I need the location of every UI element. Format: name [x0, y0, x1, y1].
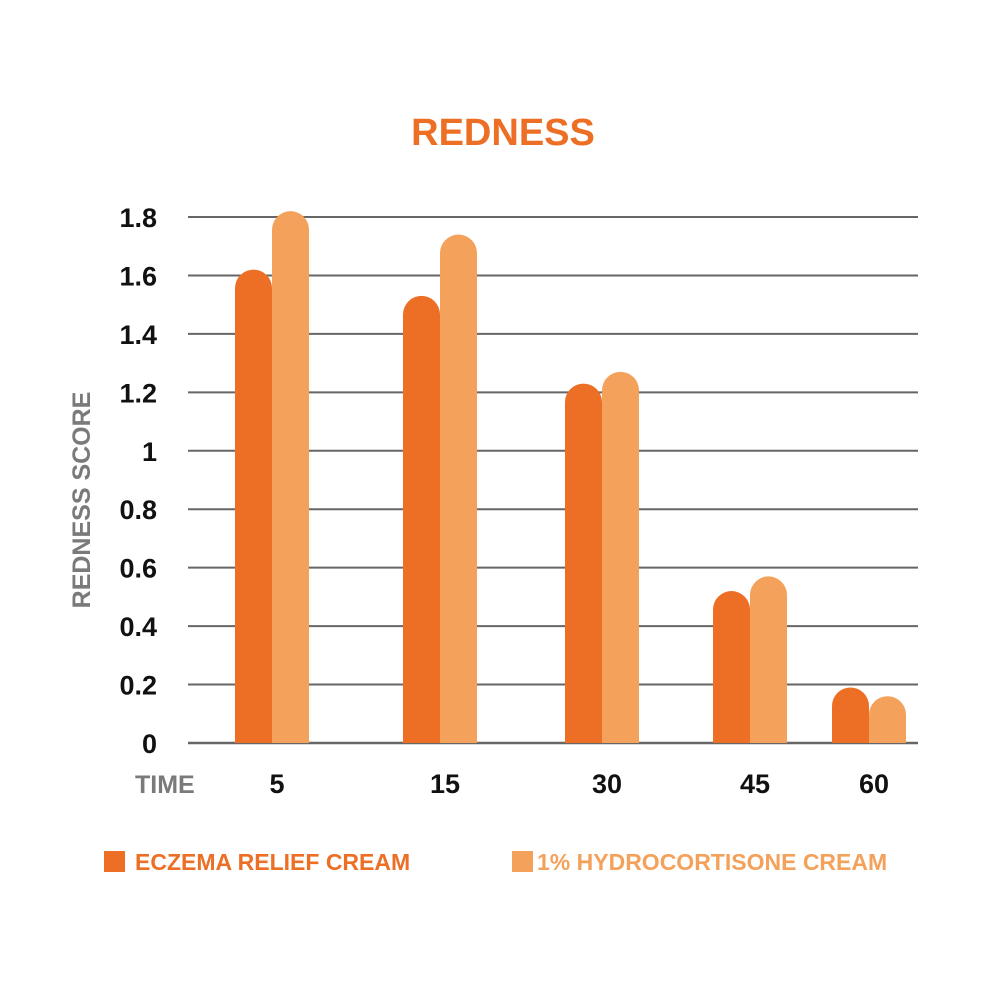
y-axis-label: REDNESS SCORE — [68, 392, 96, 609]
legend: ECZEMA RELIEF CREAM 1% HYDROCORTISONE CRE… — [104, 849, 887, 875]
bar-hydrocortisone-30 — [602, 371, 639, 743]
bar-hydrocortisone-45 — [750, 576, 787, 743]
bar-eczema-relief-45 — [713, 591, 750, 743]
y-tick-label: 0.6 — [119, 554, 157, 584]
bar-hydrocortisone-5 — [272, 211, 309, 744]
x-tick-label: 5 — [269, 769, 284, 799]
legend-label: ECZEMA RELIEF CREAM — [135, 849, 410, 875]
y-tick-label: 1.4 — [119, 320, 157, 350]
y-tick-label: 1.6 — [119, 261, 157, 291]
x-tick-label: 60 — [859, 769, 889, 799]
y-tick-labels: 0 0.2 0.4 0.6 0.8 1 1.2 1.4 1.6 1.8 — [119, 203, 157, 759]
x-tick-label: 30 — [592, 769, 622, 799]
y-tick-label: 0.2 — [119, 671, 157, 701]
y-tick-label: 1.2 — [119, 378, 157, 408]
bar-eczema-relief-30 — [565, 383, 603, 743]
x-axis-label: TIME — [135, 771, 195, 799]
bar-hydrocortisone-15 — [440, 234, 477, 744]
y-tick-label: 0.4 — [119, 612, 157, 642]
y-tick-label: 1.8 — [119, 203, 157, 233]
y-tick-label: 0 — [142, 729, 157, 759]
bar-hydrocortisone-60 — [869, 696, 906, 743]
x-tick-label: 45 — [740, 769, 770, 799]
bar-eczema-relief-5 — [235, 269, 272, 743]
legend-swatch — [512, 851, 533, 872]
y-tick-label: 1 — [142, 437, 157, 467]
x-tick-label: 15 — [430, 769, 460, 799]
legend-swatch — [104, 851, 125, 872]
bar-eczema-relief-60 — [832, 687, 869, 743]
bar-eczema-relief-15 — [403, 295, 440, 743]
gridlines — [188, 216, 918, 745]
y-tick-label: 0.8 — [119, 495, 157, 525]
legend-label: 1% HYDROCORTISONE CREAM — [537, 849, 887, 875]
bars — [235, 211, 906, 744]
x-tick-labels: 5 15 30 45 60 — [269, 769, 889, 799]
chart-title: REDNESS — [411, 112, 595, 154]
